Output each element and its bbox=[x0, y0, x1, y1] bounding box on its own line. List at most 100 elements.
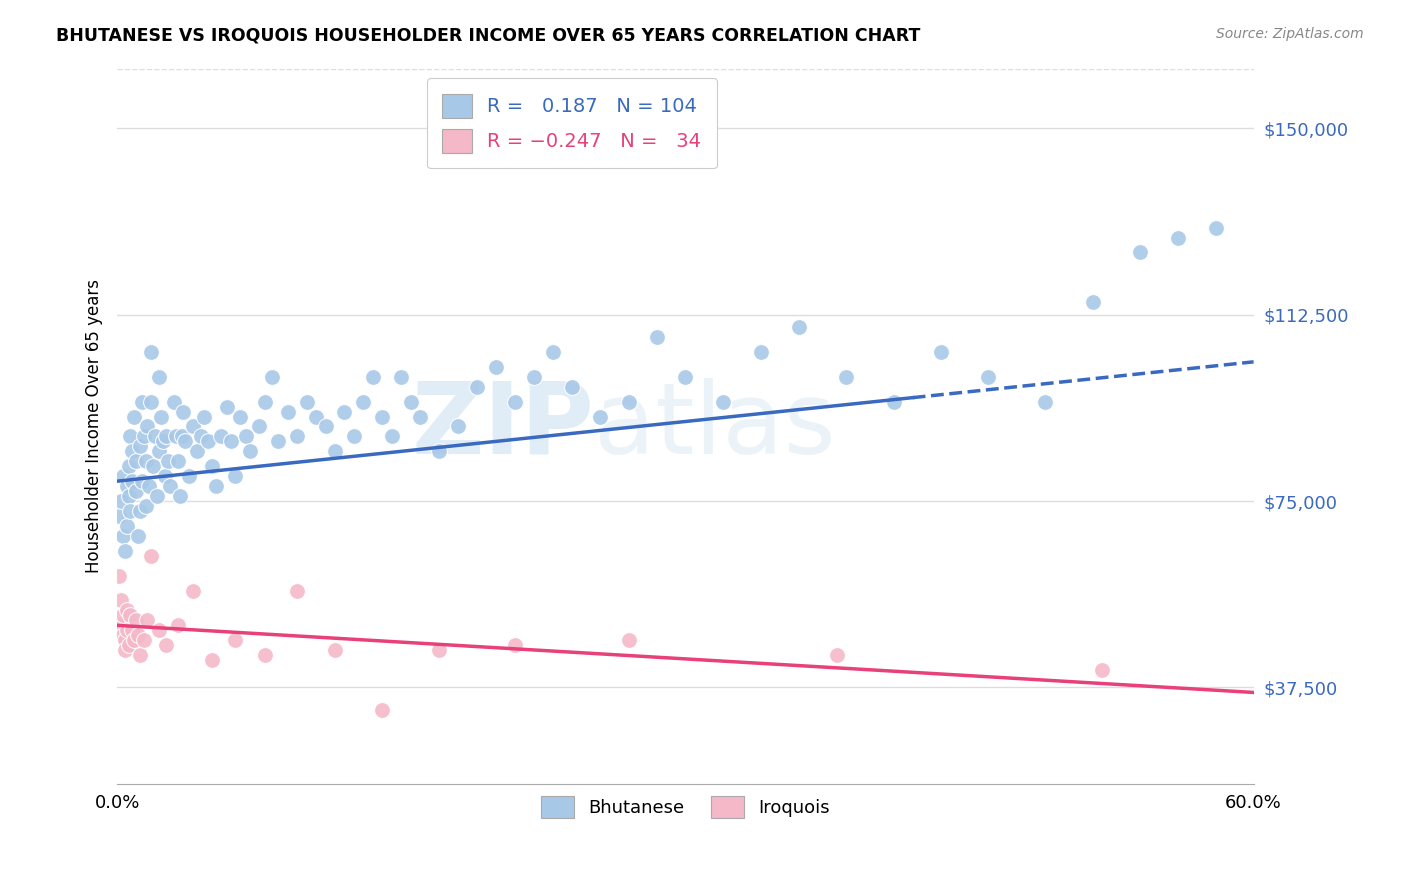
Point bbox=[136, 613, 159, 627]
Point bbox=[253, 394, 276, 409]
Point bbox=[166, 618, 188, 632]
Point bbox=[110, 618, 132, 632]
Point bbox=[361, 369, 384, 384]
Point bbox=[157, 454, 180, 468]
Point bbox=[110, 494, 132, 508]
Point bbox=[141, 549, 163, 563]
Point bbox=[170, 429, 193, 443]
Point bbox=[673, 369, 696, 384]
Point bbox=[143, 429, 166, 443]
Point bbox=[141, 345, 163, 359]
Point bbox=[305, 409, 328, 424]
Point bbox=[1033, 394, 1056, 409]
Point bbox=[135, 499, 157, 513]
Point bbox=[148, 444, 170, 458]
Point bbox=[146, 489, 169, 503]
Point bbox=[1081, 295, 1104, 310]
Point bbox=[169, 489, 191, 503]
Point bbox=[201, 653, 224, 667]
Point bbox=[1167, 230, 1189, 244]
Point bbox=[1205, 220, 1227, 235]
Point bbox=[155, 638, 177, 652]
Point bbox=[883, 394, 905, 409]
Point bbox=[108, 568, 131, 582]
Point bbox=[977, 369, 1000, 384]
Point bbox=[711, 394, 734, 409]
Point bbox=[120, 608, 142, 623]
Point bbox=[122, 409, 145, 424]
Point bbox=[149, 409, 172, 424]
Point bbox=[201, 459, 224, 474]
Point bbox=[125, 613, 148, 627]
Point bbox=[503, 394, 526, 409]
Point bbox=[181, 583, 204, 598]
Point bbox=[190, 429, 212, 443]
Point bbox=[219, 434, 242, 449]
Point bbox=[1129, 245, 1152, 260]
Point bbox=[787, 320, 810, 334]
Point bbox=[929, 345, 952, 359]
Point bbox=[399, 394, 422, 409]
Point bbox=[111, 469, 134, 483]
Point bbox=[561, 380, 583, 394]
Text: Source: ZipAtlas.com: Source: ZipAtlas.com bbox=[1216, 27, 1364, 41]
Point bbox=[138, 479, 160, 493]
Point bbox=[427, 643, 450, 657]
Point bbox=[224, 633, 246, 648]
Point bbox=[132, 429, 155, 443]
Point bbox=[108, 508, 131, 523]
Point bbox=[129, 648, 152, 662]
Point bbox=[174, 434, 197, 449]
Point bbox=[389, 369, 412, 384]
Legend: Bhutanese, Iroquois: Bhutanese, Iroquois bbox=[534, 789, 837, 825]
Point bbox=[617, 633, 640, 648]
Point bbox=[142, 459, 165, 474]
Point bbox=[114, 633, 136, 648]
Point bbox=[295, 394, 318, 409]
Point bbox=[129, 439, 152, 453]
Point bbox=[465, 380, 488, 394]
Point bbox=[267, 434, 290, 449]
Point bbox=[371, 409, 394, 424]
Point bbox=[239, 444, 262, 458]
Point bbox=[371, 703, 394, 717]
Point bbox=[179, 469, 201, 483]
Point bbox=[343, 429, 366, 443]
Point bbox=[285, 429, 308, 443]
Point bbox=[285, 583, 308, 598]
Point bbox=[163, 394, 186, 409]
Point bbox=[114, 543, 136, 558]
Point bbox=[153, 469, 176, 483]
Point bbox=[125, 484, 148, 499]
Point bbox=[117, 638, 139, 652]
Point bbox=[110, 593, 132, 607]
Point bbox=[127, 529, 149, 543]
Point bbox=[485, 359, 508, 374]
Point bbox=[159, 479, 181, 493]
Point bbox=[323, 643, 346, 657]
Point bbox=[523, 369, 546, 384]
Point bbox=[1091, 663, 1114, 677]
Point bbox=[135, 454, 157, 468]
Point bbox=[209, 429, 232, 443]
Point bbox=[148, 369, 170, 384]
Point bbox=[262, 369, 284, 384]
Point bbox=[115, 479, 138, 493]
Point bbox=[121, 474, 143, 488]
Point bbox=[204, 479, 226, 493]
Point bbox=[111, 628, 134, 642]
Point bbox=[120, 429, 142, 443]
Point bbox=[122, 633, 145, 648]
Point bbox=[224, 469, 246, 483]
Point bbox=[229, 409, 252, 424]
Point bbox=[381, 429, 404, 443]
Point bbox=[427, 444, 450, 458]
Point bbox=[186, 444, 208, 458]
Point bbox=[115, 603, 138, 617]
Point bbox=[277, 404, 299, 418]
Point bbox=[127, 628, 149, 642]
Point bbox=[129, 504, 152, 518]
Point bbox=[111, 529, 134, 543]
Point bbox=[148, 624, 170, 638]
Point bbox=[166, 454, 188, 468]
